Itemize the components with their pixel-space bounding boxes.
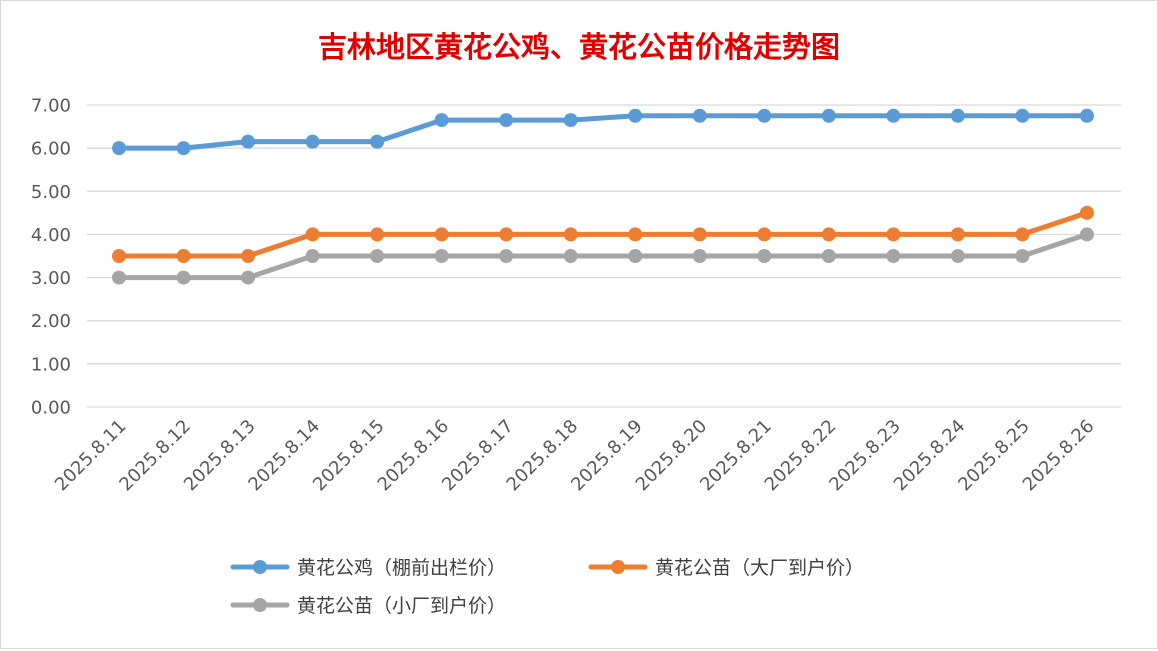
data-point: [305, 249, 320, 263]
data-point: [1079, 108, 1094, 123]
data-point: [305, 227, 320, 242]
data-point: [950, 108, 965, 123]
legend-item: 黄花公鸡（棚前出栏价）: [230, 557, 506, 579]
data-point: [692, 227, 707, 242]
data-point: [821, 249, 836, 263]
series-line: [116, 231, 1090, 281]
data-point: [821, 108, 836, 123]
data-point: [499, 227, 514, 242]
data-point: [1015, 249, 1030, 263]
data-point: [757, 249, 772, 263]
data-point: [821, 227, 836, 242]
y-tick-label: 5.00: [31, 182, 71, 203]
y-tick-label: 6.00: [31, 139, 71, 160]
series-1: [112, 205, 1094, 263]
y-tick-label: 3.00: [31, 268, 71, 289]
y-tick-label: 4.00: [31, 225, 71, 246]
legend-item: 黄花公苗（小厂到户价）: [230, 595, 506, 617]
data-point: [176, 249, 191, 263]
data-point: [1015, 108, 1030, 123]
data-point: [1079, 227, 1094, 242]
legend-label: 黄花公苗（大厂到户价）: [655, 557, 864, 579]
data-point: [886, 227, 901, 242]
data-point: [305, 134, 320, 149]
data-point: [757, 108, 772, 123]
legend: 黄花公鸡（棚前出栏价） 黄花公苗（大厂到户价） 黄花公苗（小厂到户价）: [230, 557, 864, 617]
data-point: [950, 249, 965, 263]
data-point: [176, 270, 191, 285]
data-point: [370, 134, 385, 149]
data-point: [370, 227, 385, 242]
data-point: [434, 113, 449, 128]
data-point: [628, 249, 643, 263]
data-point: [112, 270, 126, 285]
data-point: [499, 249, 514, 263]
series-lines: [112, 108, 1094, 285]
series-line: [116, 210, 1090, 259]
data-point: [241, 134, 256, 149]
y-tick-label: 1.00: [31, 354, 71, 375]
y-tick-label: 0.00: [31, 398, 71, 419]
data-point: [692, 108, 707, 123]
data-point: [499, 113, 514, 128]
x-axis-ticks: 2025.8.112025.8.122025.8.132025.8.142025…: [51, 416, 1099, 496]
data-point: [370, 249, 385, 263]
series-line: [116, 113, 1090, 151]
data-point: [757, 227, 772, 242]
data-point: [112, 249, 126, 263]
legend-label: 黄花公鸡（棚前出栏价）: [297, 557, 506, 579]
series-2: [112, 227, 1094, 285]
data-point: [112, 141, 126, 156]
data-point: [886, 249, 901, 263]
data-point: [628, 227, 643, 242]
chart-title: 吉林地区黄花公鸡、黄花公苗价格走势图: [318, 30, 840, 64]
data-point: [950, 227, 965, 242]
data-point: [1079, 205, 1094, 220]
data-point: [563, 227, 578, 242]
legend-item: 黄花公苗（大厂到户价）: [588, 557, 864, 579]
data-point: [563, 249, 578, 263]
legend-marker: [611, 560, 625, 574]
y-tick-label: 7.00: [31, 96, 71, 117]
data-point: [628, 108, 643, 123]
data-point: [241, 270, 256, 285]
y-axis-ticks: 0.00 1.00 2.00 3.00 4.00 5.00 6.00 7.00: [31, 96, 71, 419]
data-point: [241, 249, 256, 263]
data-point: [434, 249, 449, 263]
data-point: [434, 227, 449, 242]
data-point: [563, 113, 578, 128]
legend-label: 黄花公苗（小厂到户价）: [297, 595, 506, 617]
data-point: [176, 141, 191, 156]
legend-marker: [253, 598, 267, 612]
legend-marker: [253, 560, 267, 574]
data-point: [886, 108, 901, 123]
data-point: [1015, 227, 1030, 242]
data-point: [692, 249, 707, 263]
series-0: [112, 108, 1094, 156]
y-tick-label: 2.00: [31, 311, 71, 332]
